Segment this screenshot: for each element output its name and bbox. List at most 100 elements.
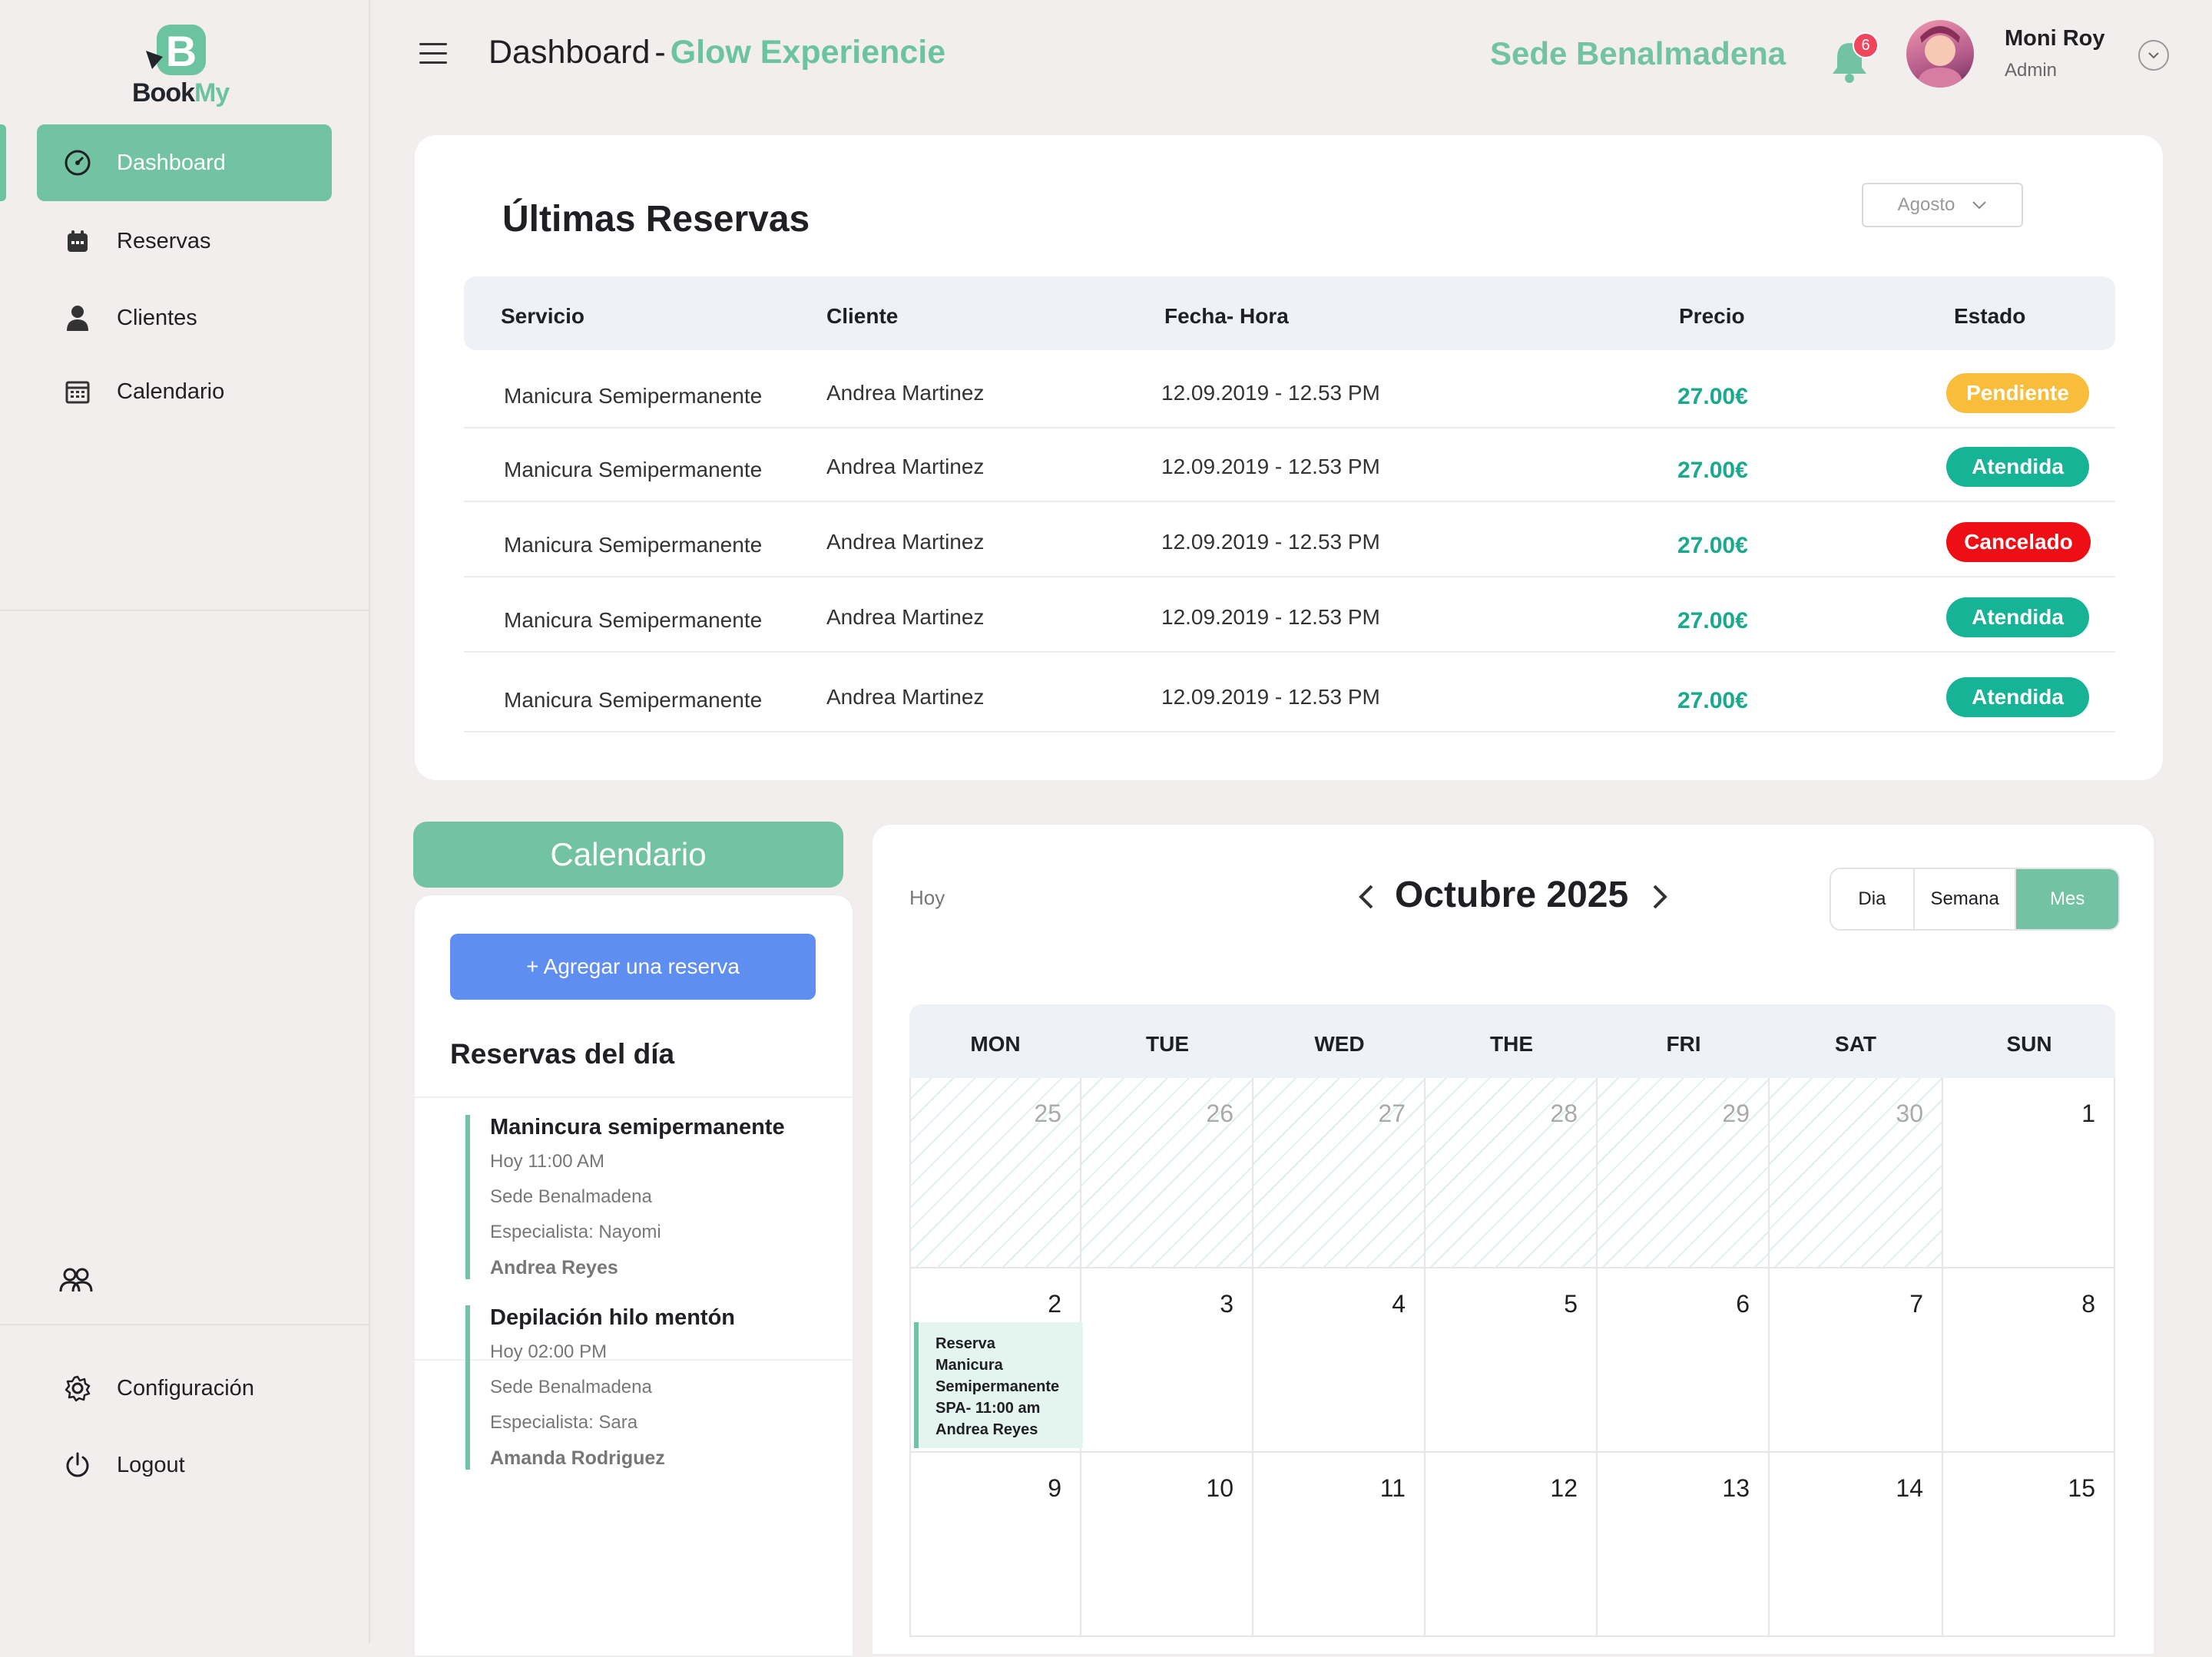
table-row[interactable]: Manicura Semipermanente Andrea Martinez 12…: [464, 353, 2115, 428]
day-number: 4: [1392, 1290, 1406, 1318]
column-header: Precio: [1679, 304, 1745, 328]
day-number: 30: [1896, 1100, 1923, 1127]
app-logo[interactable]: B BookMy: [129, 23, 237, 114]
day-number: 29: [1722, 1100, 1750, 1127]
calendar-day-cell[interactable]: 6: [1598, 1268, 1770, 1453]
day-number: 26: [1206, 1100, 1233, 1127]
calendar-day-cell[interactable]: 8: [1943, 1268, 2115, 1453]
avatar[interactable]: [1906, 20, 1974, 88]
team-icon[interactable]: [58, 1265, 94, 1296]
day-reservations-title: Reservas del día: [450, 1038, 675, 1070]
chevron-left-icon[interactable]: [1355, 883, 1378, 911]
appointment-title: Manincura semipermanente: [490, 1115, 785, 1139]
user-icon: [63, 303, 92, 332]
cell-cliente: Andrea Martinez: [826, 455, 985, 478]
month-select[interactable]: Agosto: [1862, 183, 2023, 227]
card-title: Últimas Reservas: [502, 199, 810, 240]
sidebar-item-reservas[interactable]: Reservas: [37, 203, 332, 279]
calendar-day-cell[interactable]: 30: [1770, 1078, 1943, 1268]
status-badge: Atendida: [1946, 447, 2089, 487]
appointment-sede: Sede Benalmadena: [490, 1377, 652, 1397]
day-number: 8: [2081, 1290, 2095, 1318]
view-mes-button[interactable]: Mes: [2016, 869, 2118, 929]
calendar-day-cell[interactable]: 5: [1426, 1268, 1598, 1453]
business-name: Glow Experiencie: [670, 34, 946, 71]
day-number: 15: [2068, 1474, 2095, 1502]
calendar-day-cell[interactable]: 28: [1426, 1078, 1598, 1268]
calendar-day-cell[interactable]: 12: [1426, 1453, 1598, 1637]
sidebar-item-label: Reservas: [117, 228, 211, 253]
appointment-specialist: Especialista: Nayomi: [490, 1222, 661, 1242]
calendar-day-cell[interactable]: 27: [1253, 1078, 1426, 1268]
add-reservation-button[interactable]: + Agregar una reserva: [450, 934, 816, 1000]
calendar-day-cell[interactable]: 29: [1598, 1078, 1770, 1268]
appointment-client: Andrea Reyes: [490, 1257, 618, 1278]
svg-text:B: B: [166, 27, 197, 75]
cell-cliente: Andrea Martinez: [826, 685, 985, 709]
cell-fecha: 12.09.2019 - 12.53 PM: [1161, 381, 1380, 405]
cell-cliente: Andrea Martinez: [826, 381, 985, 405]
month-title: Octubre 2025: [1395, 875, 1629, 915]
table-row[interactable]: Manicura Semipermanente Andrea Martinez 12…: [464, 577, 2115, 653]
calendar-day-cell[interactable]: 15: [1943, 1453, 2115, 1637]
calendar-day-cell[interactable]: 11: [1253, 1453, 1426, 1637]
calendar-day-cell[interactable]: 14: [1770, 1453, 1943, 1637]
calendar-day-cell[interactable]: 9: [909, 1453, 1081, 1637]
status-badge: Atendida: [1946, 677, 2089, 717]
calendar-panel-title: Calendario: [413, 822, 843, 888]
event-line: Andrea Reyes: [935, 1421, 1038, 1438]
calendar-day-cell[interactable]: 3: [1081, 1268, 1253, 1453]
calendar-day-cell[interactable]: 13: [1598, 1453, 1770, 1637]
weekday-label: THE: [1490, 1032, 1533, 1056]
calendar-grid-icon: [63, 377, 92, 406]
calendar-day-cell[interactable]: 4: [1253, 1268, 1426, 1453]
day-number: 5: [1564, 1290, 1578, 1318]
day-reservations-panel: + Agregar una reserva Reservas del día M…: [413, 894, 854, 1657]
chevron-down-icon: [1972, 201, 1987, 210]
column-header: Cliente: [826, 304, 899, 328]
chevron-down-icon[interactable]: [2138, 40, 2169, 71]
menu-icon[interactable]: [419, 43, 447, 66]
sidebar-item-logout[interactable]: Logout: [37, 1427, 332, 1503]
day-number: 9: [1048, 1474, 1061, 1502]
calendar-day-cell[interactable]: 10: [1081, 1453, 1253, 1637]
chevron-right-icon[interactable]: [1648, 883, 1671, 911]
calendar-day-cell[interactable]: 26: [1081, 1078, 1253, 1268]
cell-precio: 27.00€: [1677, 384, 1748, 409]
calendar-day-cell[interactable]: 7: [1770, 1268, 1943, 1453]
sidebar-item-clientes[interactable]: Clientes: [37, 279, 332, 356]
month-calendar: Hoy Octubre 2025 Dia Semana Mes MON TUE …: [871, 823, 2155, 1655]
dashboard-icon: [63, 148, 92, 177]
sede-name[interactable]: Sede Benalmadena: [1490, 35, 1786, 71]
status-badge: Atendida: [1946, 597, 2089, 637]
cell-servicio: Manicura Semipermanente: [504, 533, 763, 557]
sidebar-item-configuracion[interactable]: Configuración: [37, 1350, 332, 1427]
table-row[interactable]: Manicura Semipermanente Andrea Martinez 12…: [464, 427, 2115, 502]
cell-fecha: 12.09.2019 - 12.53 PM: [1161, 685, 1380, 709]
calendar-day-cell[interactable]: 1: [1943, 1078, 2115, 1268]
sidebar-item-label: Clientes: [117, 305, 197, 330]
power-icon: [63, 1450, 92, 1480]
view-semana-button[interactable]: Semana: [1915, 869, 2017, 929]
appointment-item[interactable]: Depilación hilo mentón Hoy 02:00 PM Sede…: [465, 1305, 859, 1470]
sidebar-item-calendario[interactable]: Calendario: [37, 353, 332, 430]
calendar-event[interactable]: Reserva Manicura Semipermanente SPA- 11:00 …: [914, 1322, 1083, 1448]
table-row[interactable]: Manicura Semipermanente Andrea Martinez 12…: [464, 657, 2115, 733]
day-number: 7: [1909, 1290, 1923, 1318]
sidebar-divider: [0, 610, 369, 611]
table-row[interactable]: Manicura Semipermanente Andrea Martinez 12…: [464, 502, 2115, 577]
calendar-day-cell[interactable]: 25: [909, 1078, 1081, 1268]
calendar-day-cell[interactable]: 2 Reserva Manicura Semipermanente SPA- 11:00…: [909, 1268, 1083, 1453]
day-number: 13: [1722, 1474, 1750, 1502]
day-number: 3: [1220, 1290, 1233, 1318]
today-button[interactable]: Hoy: [909, 886, 945, 909]
appointment-time: Hoy 11:00 AM: [490, 1151, 604, 1172]
gear-icon: [63, 1374, 92, 1403]
appointment-item[interactable]: Manincura semipermanente Hoy 11:00 AM Se…: [465, 1115, 859, 1279]
view-dia-button[interactable]: Dia: [1831, 869, 1915, 929]
cell-servicio: Manicura Semipermanente: [504, 458, 763, 481]
sidebar-item-dashboard[interactable]: Dashboard: [37, 124, 332, 201]
cell-precio: 27.00€: [1677, 458, 1748, 483]
notification-badge: 6: [1853, 32, 1879, 58]
weekday-label: MON: [970, 1032, 1021, 1056]
